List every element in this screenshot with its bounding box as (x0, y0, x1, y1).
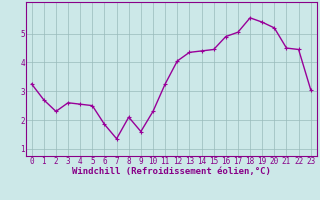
X-axis label: Windchill (Refroidissement éolien,°C): Windchill (Refroidissement éolien,°C) (72, 167, 271, 176)
